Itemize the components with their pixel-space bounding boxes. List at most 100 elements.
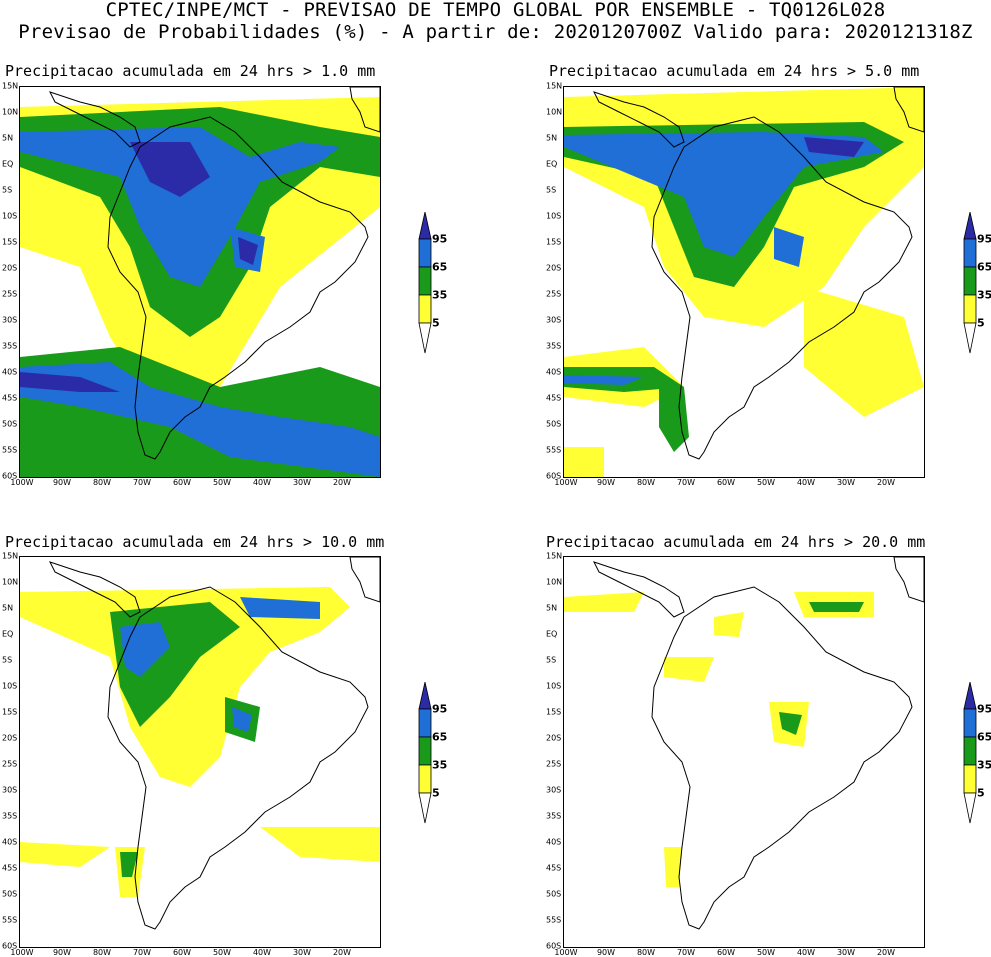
map-field-svg [20,557,380,930]
colorbar-1: 95 65 35 5 [418,211,447,358]
header-title: CPTEC/INPE/MCT - PREVISAO DE TEMPO GLOBA… [105,0,886,21]
colorbar-segment-green [963,736,977,766]
colorbar-segment-green [418,266,432,296]
lon-tick-label: 60W [172,948,192,957]
probability-area-blue [564,132,884,257]
probability-area-yellow [804,287,924,417]
lon-tick-label: 80W [636,948,656,957]
colorbar-svg [418,681,432,824]
colorbar-3: 95 65 35 5 [418,681,447,828]
lat-tick-label: 5N [546,133,558,143]
colorbar-label: 65 [977,730,991,744]
panel-title-4: Precipitacao acumulada em 24 hrs > 20.0 … [546,533,926,551]
coastline-afr [893,557,924,603]
colorbar-segment-white [418,792,432,824]
colorbar-segment-green [418,736,432,766]
lon-tick-label: 50W [212,478,232,487]
colorbar-label: 95 [432,702,448,716]
lat-tick-label: 15N [2,81,19,91]
lat-tick-label: 45S [2,393,18,403]
lat-tick-label: 55S [2,915,18,925]
colorbar-svg [418,211,432,354]
panel-title-3: Precipitacao acumulada em 24 hrs > 10.0 … [5,533,385,551]
lat-tick-label: 55S [546,445,562,455]
probability-area-yellow [664,657,714,682]
probability-area-green [120,852,138,877]
lat-tick-label: 10N [2,577,19,587]
lat-tick-label: 50S [546,889,562,899]
lat-tick-label: 5S [2,185,13,195]
colorbar-label: 95 [977,702,991,716]
colorbar-segment-purple [418,681,432,710]
lat-tick-label: 30S [546,315,562,325]
lat-tick-label: 15S [2,707,18,717]
lon-tick-label: 30W [836,948,856,957]
colorbar-label: 95 [977,232,991,246]
probability-area-yellow [564,592,644,612]
probability-area-green [659,377,689,452]
lat-tick-label: 20S [2,733,18,743]
header-subtitle: Previsao de Probabilidades (%) - A parti… [18,21,973,43]
lon-tick-label: 50W [212,948,232,957]
colorbar-segment-yellow [418,294,432,324]
probability-area-blue [120,622,170,677]
lat-tick-label: 55S [2,445,18,455]
lat-tick-label: 30S [2,315,18,325]
colorbar-label: 5 [977,316,985,330]
lat-tick-label: 60S [546,471,562,481]
lat-tick-label: 5N [2,133,14,143]
probability-area-yellow [714,612,744,637]
lat-tick-label: 20S [2,263,18,273]
lat-tick-label: 10S [546,211,562,221]
lat-tick-label: 35S [546,341,562,351]
colorbar-segment-yellow [963,294,977,324]
lat-tick-label: 15N [546,81,563,91]
panel-title-1: Precipitacao acumulada em 24 hrs > 1.0 m… [5,62,376,80]
lat-tick-label: 25S [2,759,18,769]
lon-tick-label: 70W [676,948,696,957]
probability-area-blue [240,597,320,619]
lon-tick-label: 30W [292,948,312,957]
lat-tick-label: 60S [2,941,18,951]
probability-area-blue [20,127,340,287]
lon-tick-label: 60W [172,478,192,487]
figure-header: CPTEC/INPE/MCT - PREVISAO DE TEMPO GLOBA… [0,0,991,44]
lon-tick-label: 60W [716,948,736,957]
lon-tick-label: 50W [756,478,776,487]
lon-tick-label: 100W [554,478,578,487]
map-field-svg [564,557,924,930]
map-1 [19,86,381,478]
colorbar-label: 5 [977,786,985,800]
probability-area-purple [238,237,258,265]
lon-tick-label: 30W [292,478,312,487]
lat-tick-label: 35S [546,811,562,821]
colorbar-label: 35 [977,288,991,302]
colorbar-label: 35 [432,758,448,772]
colorbar-2: 95 65 35 5 [963,211,991,358]
lat-tick-label: 50S [2,889,18,899]
probability-area-yellow [20,587,350,787]
lat-tick-label: 40S [546,837,562,847]
lat-tick-label: 10N [2,107,19,117]
lat-tick-label: 5S [546,655,557,665]
lat-tick-label: 20S [546,263,562,273]
lat-tick-label: 10S [2,681,18,691]
lat-tick-label: 40S [2,367,18,377]
colorbar-segment-yellow [963,764,977,794]
colorbar-segment-green [963,266,977,296]
lat-tick-label: 5N [546,603,558,613]
lon-tick-label: 100W [10,478,34,487]
lat-tick-label: 30S [546,785,562,795]
lat-tick-label: 60S [2,471,18,481]
lat-tick-label: 45S [2,863,18,873]
colorbar-label: 35 [432,288,448,302]
colorbar-svg [963,681,977,824]
lon-tick-label: 80W [636,478,656,487]
colorbar-4: 95 65 35 5 [963,681,991,828]
probability-area-blue [774,227,804,267]
colorbar-segment-purple [963,211,977,240]
map-3 [19,556,381,948]
lat-tick-label: 15N [546,551,563,561]
lon-tick-label: 20W [332,478,352,487]
lon-tick-label: 80W [92,948,112,957]
